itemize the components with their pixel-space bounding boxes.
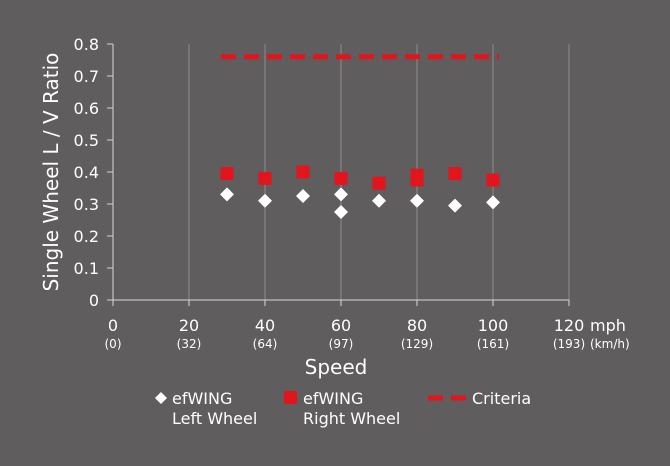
y-axis-title: Single Wheel L / V Ratio bbox=[39, 53, 63, 292]
y-tick-label: 0.5 bbox=[74, 131, 99, 150]
x-unit-primary: mph bbox=[590, 316, 626, 335]
legend-left-wheel-line2: Left Wheel bbox=[172, 409, 257, 428]
left-wheel-point bbox=[448, 198, 462, 213]
x-tick-label: 120 bbox=[554, 316, 585, 335]
left-wheel-point bbox=[258, 193, 272, 208]
left-wheel-point bbox=[296, 189, 310, 203]
y-tick-label: 0.7 bbox=[74, 67, 99, 86]
right-wheel-point bbox=[296, 165, 310, 179]
left-wheel-point bbox=[372, 193, 386, 208]
y-tick-label: 0.2 bbox=[74, 227, 99, 246]
left-wheel-point bbox=[334, 187, 348, 202]
x-tick-sublabel: (64) bbox=[253, 337, 278, 351]
x-tick-sublabel: (193) bbox=[553, 337, 585, 351]
legend-criteria-label: Criteria bbox=[472, 389, 531, 408]
right-wheel-point bbox=[372, 176, 386, 190]
legend-left-wheel-line1: efWING bbox=[172, 389, 232, 408]
left-wheel-point bbox=[486, 195, 500, 210]
y-tick-label: 0 bbox=[89, 291, 99, 310]
y-tick-label: 0.1 bbox=[74, 259, 99, 278]
x-tick-label: 60 bbox=[331, 316, 351, 335]
x-tick-label: 0 bbox=[108, 316, 118, 335]
x-tick-label: 20 bbox=[179, 316, 199, 335]
left-wheel-point bbox=[220, 187, 234, 202]
y-tick-label: 0.4 bbox=[74, 163, 99, 182]
x-tick-sublabel: (0) bbox=[105, 337, 122, 351]
x-tick-sublabel: (129) bbox=[401, 337, 433, 351]
right-wheel-point bbox=[258, 171, 272, 185]
left-wheel-point bbox=[334, 205, 348, 219]
x-tick-label: 80 bbox=[407, 316, 427, 335]
legend-right-wheel-marker bbox=[284, 391, 297, 404]
y-tick-label: 0.3 bbox=[74, 195, 99, 214]
x-tick-label: 40 bbox=[255, 316, 275, 335]
right-wheel-point bbox=[486, 173, 500, 187]
legend-right-wheel-line2: Right Wheel bbox=[303, 409, 400, 428]
left-wheel-point bbox=[410, 193, 424, 208]
x-tick-label: 100 bbox=[478, 316, 509, 335]
right-wheel-point bbox=[448, 167, 462, 181]
legend-right-wheel-line1: efWING bbox=[303, 389, 363, 408]
x-tick-sublabel: (32) bbox=[177, 337, 202, 351]
x-axis-title: Speed bbox=[305, 355, 368, 379]
right-wheel-point bbox=[334, 171, 348, 185]
legend-left-wheel-marker bbox=[155, 392, 167, 404]
y-tick-label: 0.6 bbox=[74, 99, 99, 118]
y-tick-label: 0.8 bbox=[74, 35, 99, 54]
x-tick-sublabel: (97) bbox=[329, 337, 354, 351]
right-wheel-point bbox=[220, 167, 234, 181]
x-tick-sublabel: (161) bbox=[477, 337, 509, 351]
right-wheel-point bbox=[410, 173, 424, 187]
x-unit-secondary: (km/h) bbox=[590, 337, 630, 351]
